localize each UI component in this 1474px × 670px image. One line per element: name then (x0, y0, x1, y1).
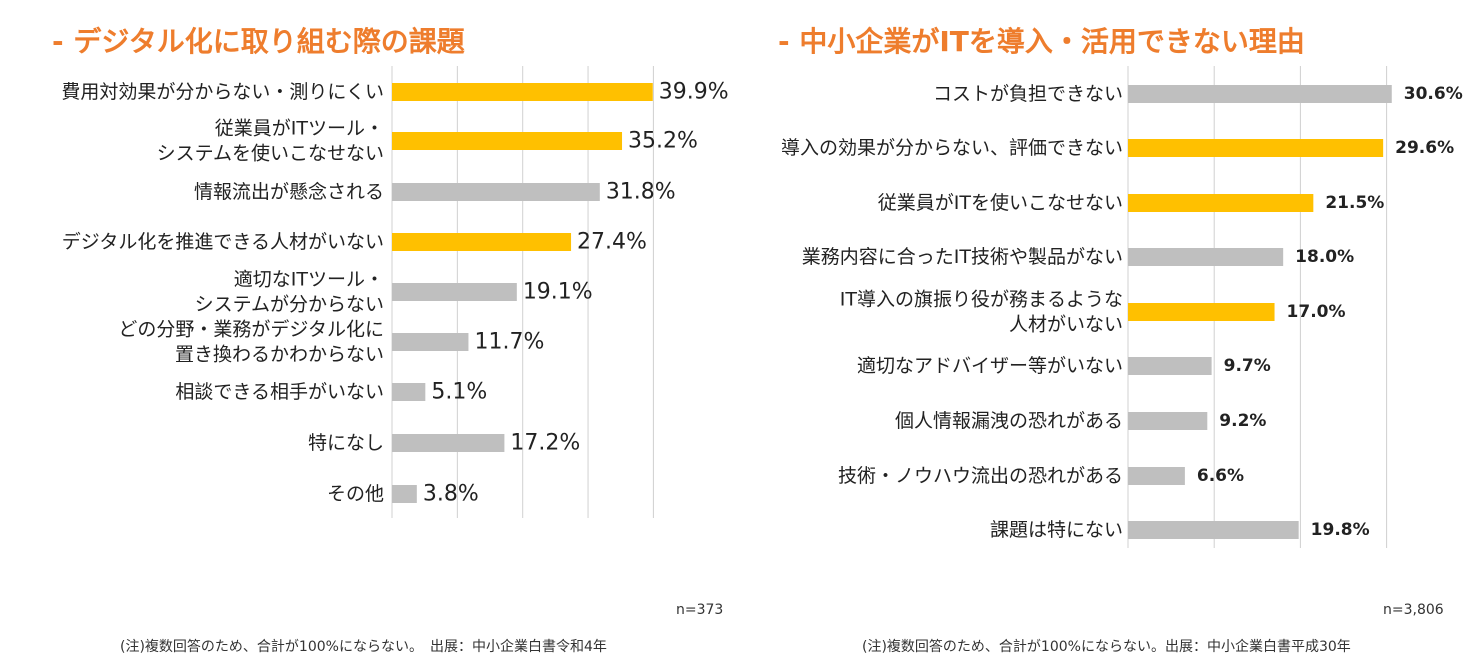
left-sample-size: n=373 (676, 602, 724, 618)
category-label: 従業員がITツール・ (215, 118, 384, 140)
left-chart-title: - デジタル化に取り組む際の課題 (52, 25, 465, 58)
bar (392, 132, 623, 150)
data-label: 31.8% (606, 180, 676, 205)
data-label: 39.9% (659, 80, 729, 105)
category-label: 情報流出が懸念される (194, 180, 384, 203)
right-sample-size: n=3,806 (1383, 602, 1444, 618)
data-label: 3.8% (423, 482, 479, 507)
category-label: 適切なITツール・ (234, 269, 384, 291)
category-label: 従業員がITを使いこなせない (878, 192, 1123, 214)
category-label: 相談できる相手がいない (175, 381, 384, 403)
bar (392, 333, 469, 351)
data-label: 6.6% (1197, 466, 1244, 486)
category-label: 適切なアドバイザー等がいない (857, 355, 1123, 377)
bar (392, 383, 426, 401)
bar (1128, 303, 1275, 321)
bar (392, 233, 572, 251)
bar (1128, 248, 1284, 266)
category-label: 費用対効果が分からない・測りにくい (61, 81, 384, 103)
category-label: 技術・ノウハウ流出の恐れがある (838, 465, 1123, 487)
right-chart-title: - 中小企業がITを導入・活用できない理由 (778, 25, 1305, 58)
data-label: 9.2% (1219, 411, 1266, 431)
data-label: 9.7% (1224, 356, 1271, 376)
category-label: IT導入の旗振り役が務まるような (840, 289, 1123, 311)
left-bar-chart: 39.9% 費用対効果が分からない・測りにくい 35.2% 従業員がITツール・システ… (61, 66, 729, 518)
data-label: 19.1% (523, 280, 593, 305)
bar (392, 485, 417, 503)
data-label: 17.0% (1287, 302, 1346, 322)
category-label: 人材がいない (1009, 314, 1123, 336)
bar (1128, 194, 1314, 212)
category-label: 導入の効果が分からない、評価できない (781, 137, 1123, 159)
category-label: 置き換わるかわからない (175, 344, 384, 366)
data-label: 30.6% (1404, 84, 1463, 104)
category-label: 特になし (308, 432, 384, 454)
data-label: 29.6% (1395, 138, 1454, 158)
category-label: その他 (327, 483, 384, 505)
data-label: 17.2% (510, 431, 580, 456)
bar (1128, 85, 1392, 103)
bar (392, 283, 517, 301)
right-bar-chart: 30.6% コストが負担できない 29.6% 導入の効果が分からない、評価できない 21… (781, 66, 1463, 548)
category-label: コストが負担できない (933, 83, 1123, 105)
bar (392, 83, 653, 101)
category-label: デジタル化を推進できる人材がいない (62, 231, 384, 253)
bar (1128, 467, 1185, 485)
data-label: 11.7% (474, 330, 544, 355)
category-label: 個人情報漏洩の恐れがある (895, 410, 1123, 432)
data-label: 35.2% (628, 129, 698, 154)
category-label: システムが分からない (195, 294, 384, 316)
data-label: 18.0% (1295, 247, 1354, 267)
category-label: 課題は特にない (990, 519, 1123, 541)
data-label: 19.8% (1311, 520, 1370, 540)
bar (392, 183, 600, 201)
bar (1128, 521, 1299, 539)
right-footnote: (注)複数回答のため、合計が100%にならない。出展：中小企業白書平成30年 (862, 639, 1351, 655)
category-label: システムを使いこなせない (157, 143, 384, 165)
bar (1128, 357, 1212, 375)
bar (1128, 412, 1208, 430)
category-label: 業務内容に合ったIT技術や製品がない (802, 246, 1123, 268)
bar (1128, 139, 1384, 157)
category-label: どの分野・業務がデジタル化に (118, 319, 384, 341)
left-footnote: (注)複数回答のため、合計が100%にならない。 出展：中小企業白書令和4年 (120, 639, 607, 655)
data-label: 5.1% (431, 380, 487, 405)
data-label: 21.5% (1325, 193, 1384, 213)
bar (392, 434, 505, 452)
data-label: 27.4% (577, 230, 647, 255)
